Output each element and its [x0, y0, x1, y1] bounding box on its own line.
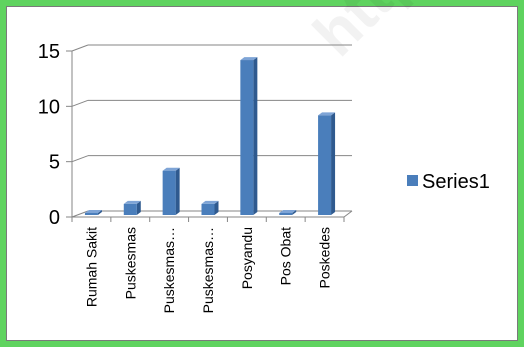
bar-top-1: [123, 200, 141, 204]
x-tick-label-2: Puskesmas…: [161, 227, 177, 313]
bar-top-2: [162, 167, 180, 171]
bar-3: [201, 203, 215, 215]
bar-1: [123, 203, 137, 215]
bar-4: [240, 60, 254, 215]
x-tick-label-5: Pos Obat: [278, 227, 294, 285]
y-tick-label-1: 5: [49, 152, 60, 174]
bar-side-2: [175, 167, 180, 215]
bar-2: [162, 170, 176, 215]
gridline-depth-1: [71, 155, 89, 163]
bar-side-5: [292, 210, 297, 215]
chart-area: [6, 6, 518, 341]
legend-label: Series1: [422, 171, 490, 193]
bar-top-4: [240, 57, 258, 61]
bar-side-3: [214, 200, 219, 215]
floor-edge: [343, 210, 353, 218]
bar-side-1: [136, 200, 141, 215]
x-tick-label-4: Posyandu: [239, 227, 255, 289]
x-tick-label-6: Poskedes: [317, 227, 333, 288]
gridline-depth-2: [71, 99, 89, 107]
bar-5: [279, 213, 293, 215]
legend-swatch: [407, 175, 418, 186]
bar-top-3: [201, 200, 219, 204]
gridline-depth-0: [71, 210, 89, 218]
bar-side-6: [331, 112, 336, 215]
x-tick-label-1: Puskesmas: [122, 227, 138, 299]
bar-0: [84, 213, 98, 215]
x-tick-label-3: Puskesmas…: [200, 227, 216, 313]
bar-side-0: [97, 210, 102, 215]
bar-side-4: [253, 57, 258, 215]
y-tick-label-3: 15: [38, 41, 60, 63]
bar-top-6: [318, 112, 336, 116]
y-tick-label-0: 0: [49, 207, 60, 229]
y-tick-label-2: 10: [38, 96, 60, 118]
bar-top-5: [279, 210, 297, 213]
bar-top-0: [84, 210, 102, 213]
bar-6: [318, 115, 332, 215]
gridline-depth-3: [71, 44, 89, 52]
x-tick-label-0: Rumah Sakit: [83, 227, 99, 307]
